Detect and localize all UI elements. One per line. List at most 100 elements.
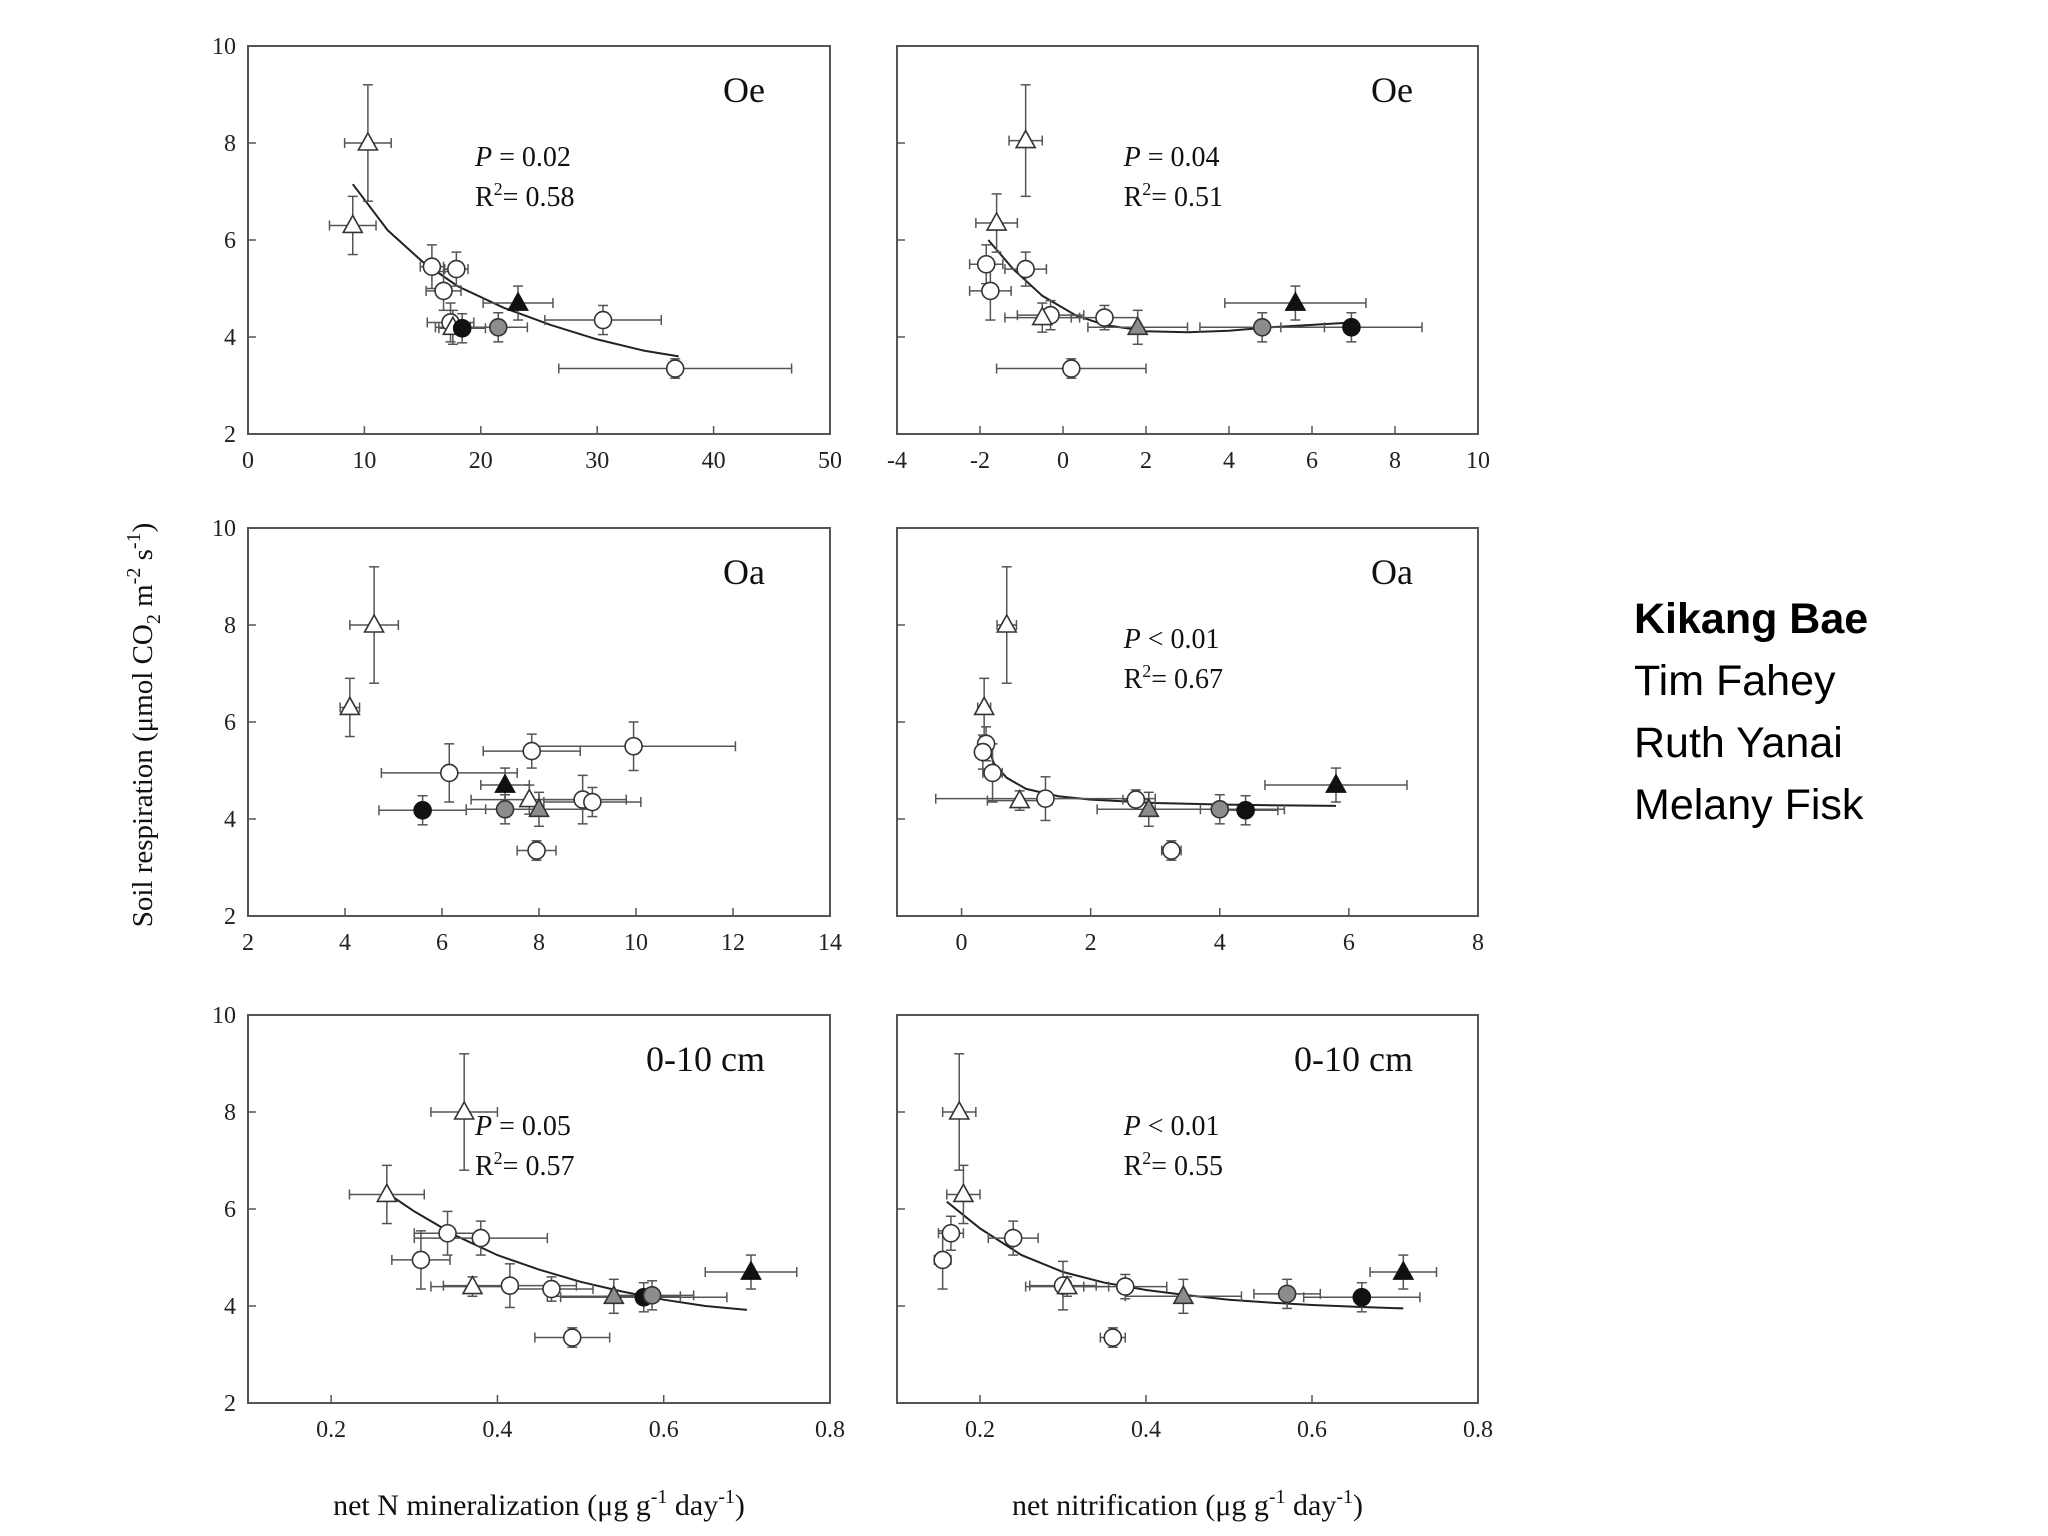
- data-point-circle: [583, 792, 602, 812]
- author-name: Ruth Yanai: [1634, 719, 1843, 767]
- data-point-triangle: [1392, 1260, 1415, 1280]
- panel-label: 0-10 cm: [646, 1039, 765, 1079]
- data-point-circle: [981, 281, 1000, 301]
- panel-oa-nitrification: 0 2 4 6 8 Oa P < 0.01 R2= 0.67: [896, 527, 1484, 956]
- panel-label: Oe: [723, 70, 765, 110]
- data-point-circle: [624, 736, 643, 756]
- x-tick-label: 0.8: [815, 1417, 845, 1443]
- panel-oe-nitrification: -4 -2 0 2 4 6 8 10 Oe P = 0.04 R2= 0.51: [887, 45, 1490, 474]
- data-point-circle: [642, 1286, 662, 1305]
- panel-oa-mineralization: 2 4 6 8 10 2 4 6 8 10 12 14 Oa: [212, 516, 842, 956]
- x-tick-label: 8: [533, 930, 545, 956]
- data-point-triangle: [1014, 128, 1037, 149]
- data-point-triangle: [363, 613, 385, 633]
- panel-oe-mineralization: 2 4 6 8 10 0 10 20 30 40 50 Oe P = 0.02 R2= 0.58: [212, 34, 842, 474]
- data-point-circle: [1095, 308, 1114, 327]
- y-tick-label: 4: [224, 807, 236, 833]
- y-tick-label: 2: [224, 1391, 236, 1417]
- data-point-circle: [1126, 790, 1146, 809]
- fit-curve: [352, 183, 679, 358]
- data-point-circle: [665, 359, 685, 378]
- data-point-triangle: [341, 213, 364, 234]
- x-tick-label: 0.2: [316, 1417, 346, 1443]
- data-point-circle: [976, 254, 996, 274]
- panel-label: Oa: [1371, 552, 1413, 592]
- data-point-triangle: [518, 787, 541, 808]
- data-point-triangle: [1056, 1274, 1079, 1295]
- x-tick-label: 2: [1140, 448, 1152, 474]
- x-tick-label: 10: [624, 930, 648, 956]
- data-point-circle: [973, 742, 993, 762]
- data-point-circle: [439, 763, 459, 783]
- x-tick-label: 2: [242, 930, 254, 956]
- data-point-circle: [1036, 789, 1055, 808]
- x-tick-label: 0: [242, 448, 254, 474]
- p-value-text: P = 0.04: [1123, 142, 1220, 173]
- x-tick-label: 50: [818, 448, 842, 474]
- x-tick-label: -4: [887, 448, 907, 474]
- data-point-circle: [1210, 799, 1230, 819]
- r-squared-text: R2= 0.57: [475, 1148, 574, 1182]
- x-tick-label: 6: [1306, 448, 1318, 474]
- data-point-triangle: [985, 211, 1008, 231]
- x-tick-label: 4: [339, 930, 351, 956]
- data-point-triangle: [1126, 315, 1149, 336]
- x-tick-label: -2: [970, 448, 990, 474]
- y-tick-label: 8: [224, 131, 236, 157]
- data-point-triangle: [740, 1260, 762, 1280]
- fit-curve: [946, 1200, 1404, 1310]
- x-tick-label: 40: [702, 448, 726, 474]
- y-tick-label: 10: [212, 34, 236, 60]
- x-tick-label: 14: [818, 930, 842, 956]
- r-squared-text: R2= 0.51: [1124, 179, 1223, 213]
- data-point-triangle: [338, 695, 361, 716]
- x-tick-label: 10: [1466, 448, 1490, 474]
- r-squared-text: R2= 0.58: [475, 179, 574, 213]
- data-point-circle: [562, 1328, 582, 1347]
- x-tick-label: 4: [1223, 448, 1235, 474]
- data-point-circle: [422, 257, 442, 276]
- data-point-circle: [488, 317, 508, 337]
- data-point-circle: [1062, 359, 1081, 378]
- panel-depth-nitrification: 0.2 0.4 0.6 0.8 0-10 cm P < 0.01 R2= 0.55: [896, 1014, 1493, 1443]
- p-value-text: P < 0.01: [1123, 1111, 1220, 1142]
- data-point-circle: [438, 1223, 457, 1243]
- panel-depth-mineralization: 2 4 6 8 10 0.2 0.4 0.6 0.8 0-10 cm P = 0.05 R2= 0.5…: [212, 1003, 845, 1443]
- data-point-triangle: [461, 1274, 484, 1295]
- panel-label: Oa: [723, 552, 765, 592]
- data-point-circle: [1103, 1328, 1123, 1347]
- x-tick-label: 6: [1343, 930, 1355, 956]
- data-point-circle: [542, 1279, 561, 1299]
- data-point-triangle: [948, 1100, 971, 1120]
- data-point-triangle: [1325, 773, 1347, 793]
- y-tick-label: 6: [224, 710, 236, 736]
- x-tick-label: 6: [436, 930, 448, 956]
- data-point-circle: [434, 281, 453, 301]
- data-point-circle: [495, 799, 515, 819]
- data-point-triangle: [995, 613, 1018, 633]
- data-point-circle: [500, 1276, 520, 1295]
- data-point-triangle: [952, 1182, 975, 1203]
- data-point-circle: [1162, 841, 1181, 860]
- data-point-triangle: [375, 1182, 398, 1203]
- data-point-circle: [413, 800, 432, 820]
- data-point-circle: [1115, 1277, 1135, 1296]
- x-tick-label: 8: [1389, 448, 1401, 474]
- x-tick-label: 0.4: [482, 1417, 512, 1443]
- data-point-circle: [527, 841, 546, 860]
- data-point-circle: [1352, 1287, 1372, 1307]
- x-tick-label: 0.4: [1131, 1417, 1161, 1443]
- data-point-circle: [522, 741, 542, 761]
- p-value-text: P = 0.02: [474, 142, 571, 173]
- x-tick-label: 2: [1085, 930, 1097, 956]
- y-tick-label: 4: [224, 325, 236, 351]
- data-point-circle: [1016, 259, 1035, 279]
- y-tick-label: 6: [224, 228, 236, 254]
- y-tick-label: 10: [212, 1003, 236, 1029]
- data-point-circle: [471, 1228, 491, 1248]
- data-point-triangle: [1031, 305, 1054, 326]
- y-tick-label: 2: [224, 904, 236, 930]
- y-tick-label: 2: [224, 422, 236, 448]
